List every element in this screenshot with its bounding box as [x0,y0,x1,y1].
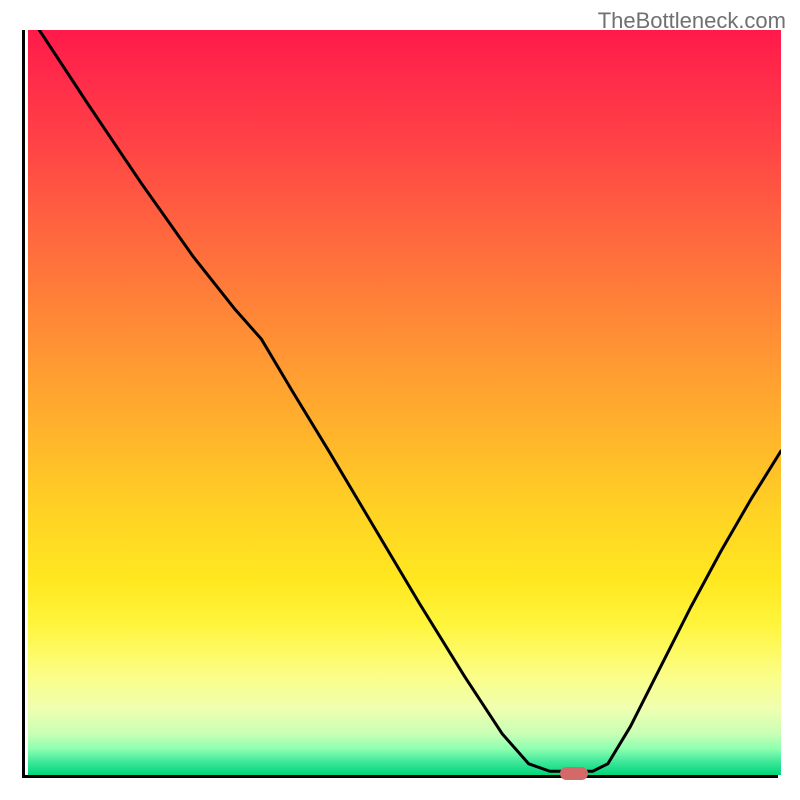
chart-marker-pill [560,767,588,780]
chart-plot-area [22,30,778,778]
watermark-text: TheBottleneck.com [598,8,786,34]
chart-curve [28,30,781,775]
